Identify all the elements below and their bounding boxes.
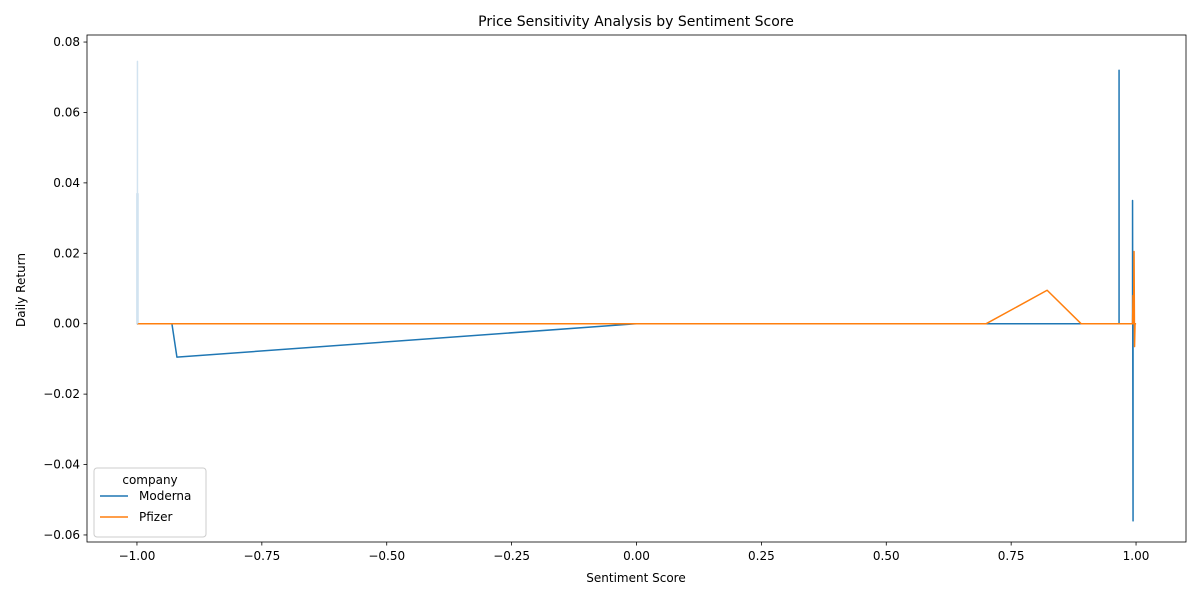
- legend-title: company: [122, 473, 177, 487]
- plot-frame: [86, 34, 1187, 543]
- y-tick-label: 0.02: [53, 246, 80, 260]
- axes: −1.00 −0.75 −0.50 −0.25 0.00 0.25 0.50 0.75 1.00…: [43, 34, 1187, 563]
- plot-lines: [136, 60, 1137, 522]
- y-tick-label: 0.00: [53, 317, 80, 331]
- x-tick-label: 0.50: [873, 549, 900, 563]
- x-tick-label: 0.00: [623, 549, 650, 563]
- y-axis-label: Daily Return: [14, 253, 28, 327]
- legend-entry-moderna: Moderna: [139, 489, 191, 503]
- x-tick-label: −1.00: [119, 549, 156, 563]
- series-line-moderna: [136, 69, 1137, 522]
- x-axis-label: Sentiment Score: [586, 571, 685, 585]
- y-tick-label: 0.06: [53, 105, 80, 119]
- x-tick-label: −0.75: [243, 549, 280, 563]
- legend-entry-pfizer: Pfizer: [139, 510, 172, 524]
- y-tick-label: 0.04: [53, 176, 80, 190]
- x-tick-label: 0.25: [748, 549, 775, 563]
- y-tick-label: 0.08: [53, 35, 80, 49]
- x-tick-label: 1.00: [1123, 549, 1150, 563]
- x-tick-label: −0.50: [368, 549, 405, 563]
- y-tick-label: −0.06: [43, 528, 80, 542]
- x-tick-label: 0.75: [998, 549, 1025, 563]
- x-tick-label: −0.25: [493, 549, 530, 563]
- series-line-pfizer: [137, 250, 1137, 348]
- legend-box: [93, 467, 207, 538]
- chart-title: Price Sensitivity Analysis by Sentiment …: [478, 14, 794, 30]
- y-tick-label: −0.02: [43, 387, 80, 401]
- legend: company Moderna Pfizer: [93, 467, 207, 538]
- y-tick-label: −0.04: [43, 458, 80, 472]
